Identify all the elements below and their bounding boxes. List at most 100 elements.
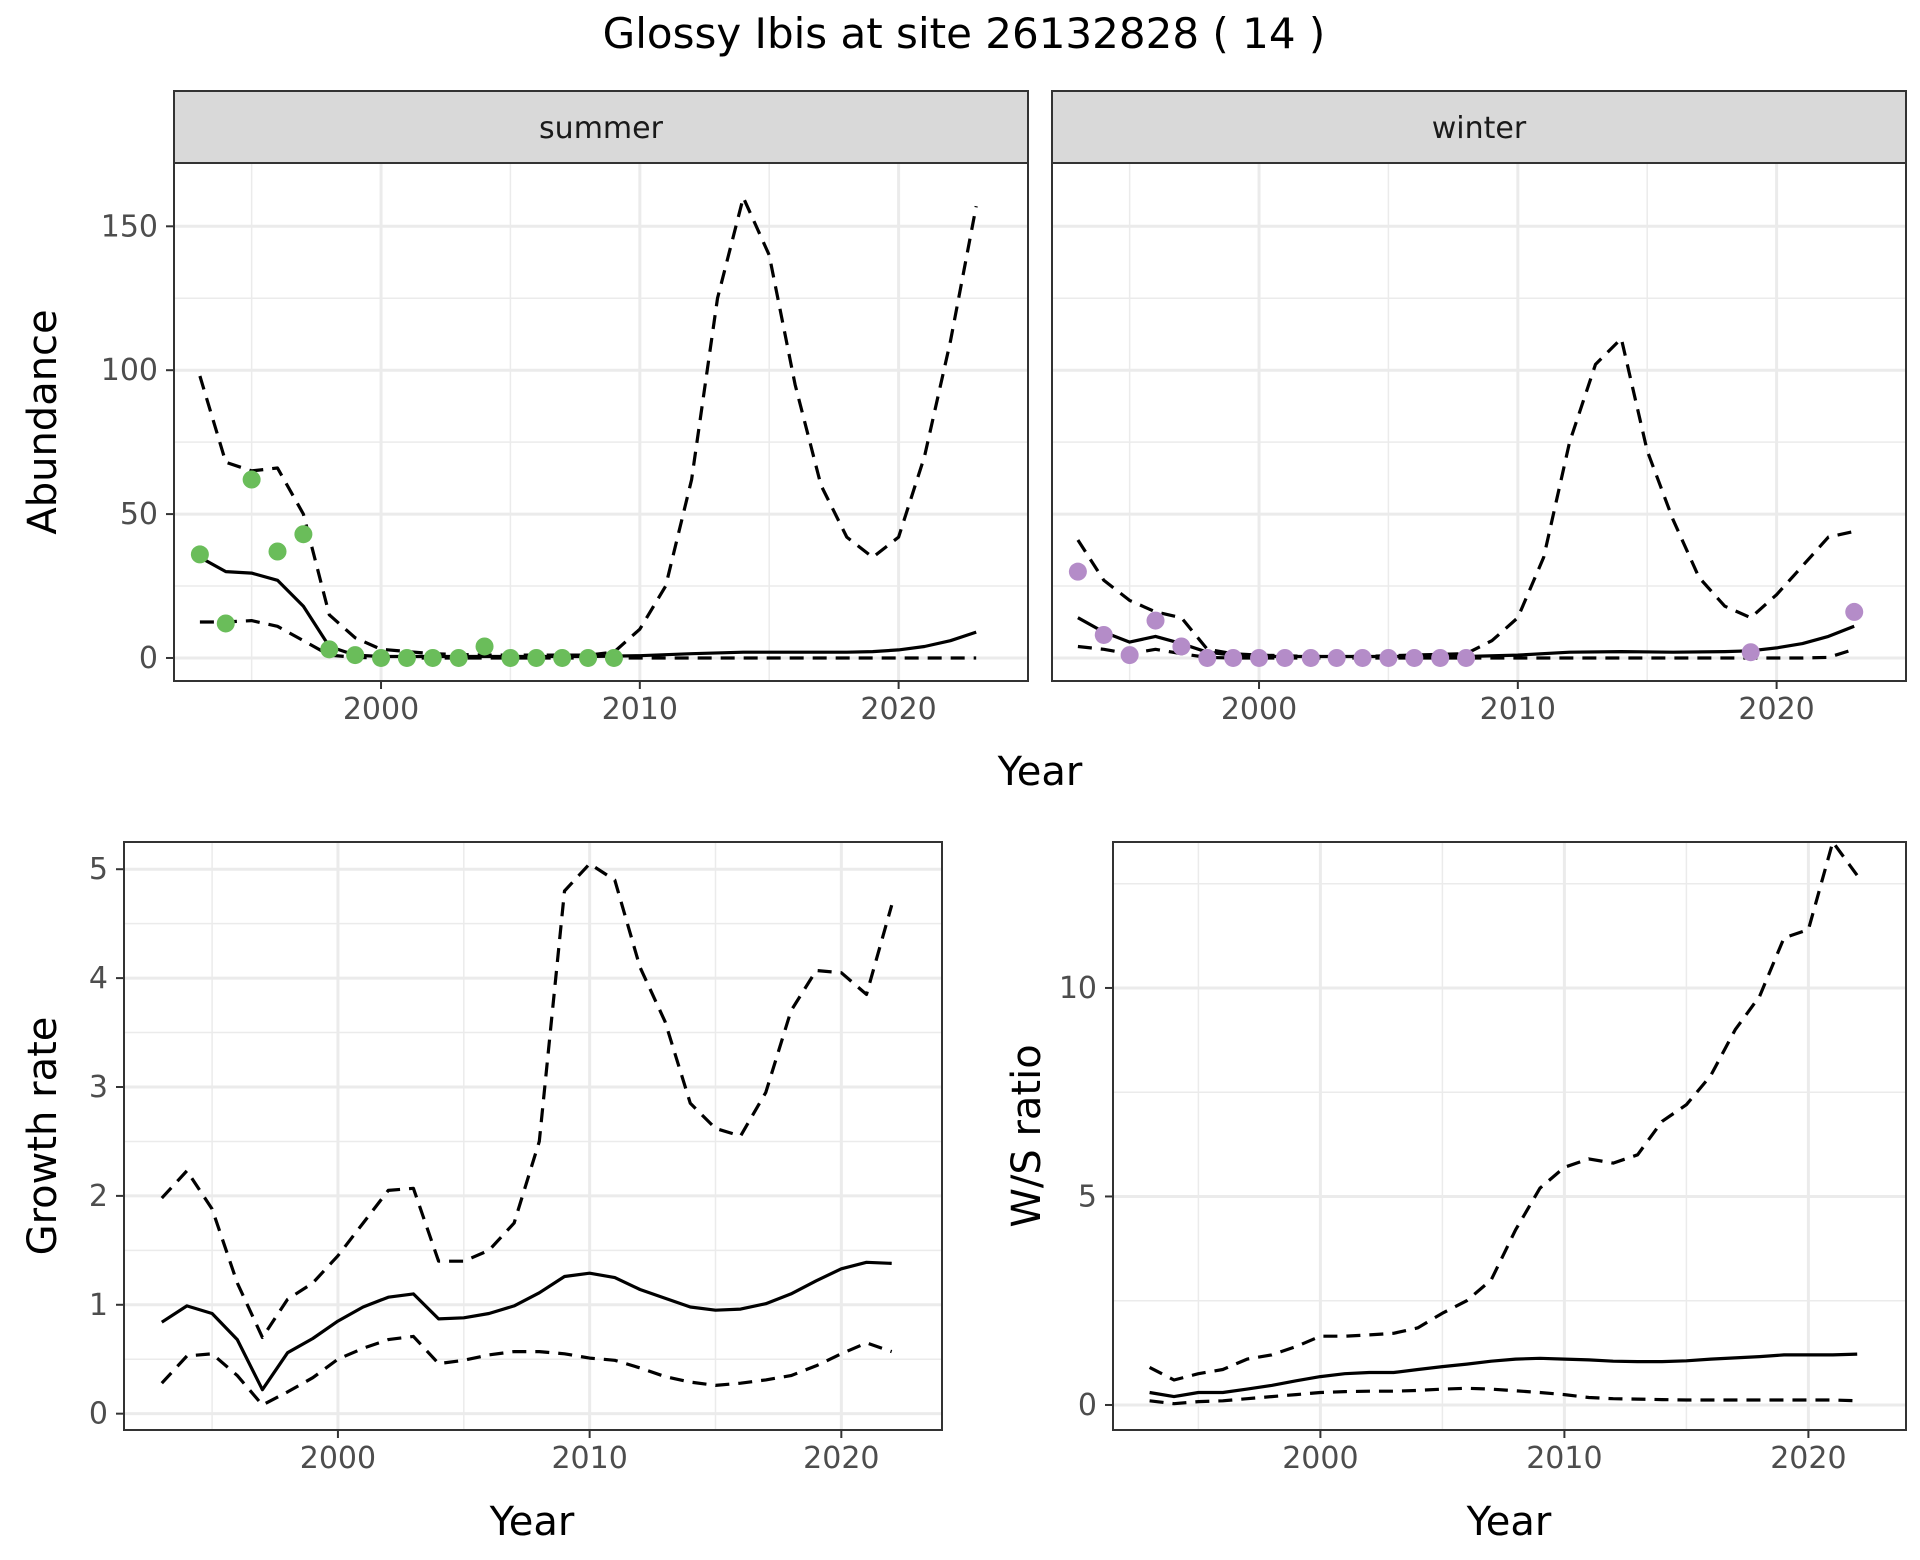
growth-rate-upper-bound-line [160, 862, 894, 1339]
summer-observation-point [242, 470, 261, 489]
ws-ratio-axes: 2000 2010 2020 0 5 10 [1059, 971, 1847, 1476]
winter-panel: winter 2000 2010 2020 [1051, 90, 1907, 727]
summer-x-tick-label: 2000 [343, 692, 419, 727]
ws-ratio-y-tick-label: 0 [1078, 1388, 1097, 1423]
summer-points [190, 470, 623, 667]
ws-ratio-y-tick-label: 10 [1059, 971, 1097, 1006]
winter-x-tick-label: 2020 [1738, 692, 1814, 727]
winter-strip [1051, 90, 1907, 164]
winter-observation-point [1405, 648, 1424, 667]
growth-rate-y-tick-label: 0 [89, 1397, 108, 1432]
summer-observation-point [423, 648, 442, 667]
winter-observation-point [1068, 562, 1087, 581]
summer-observation-point [216, 614, 235, 633]
summer-upper-bound-line [198, 195, 978, 657]
summer-observation-point [553, 648, 572, 667]
growth-rate-estimate-line [160, 1260, 892, 1392]
winter-observation-point [1250, 648, 1269, 667]
ws-ratio-grid [1113, 842, 1906, 1430]
winter-plot-border [1051, 162, 1907, 682]
growth-rate-plot-border [123, 841, 943, 1431]
ws-ratio-plot-border [1112, 841, 1907, 1431]
winter-observation-point [1741, 643, 1760, 662]
summer-plot-border [173, 162, 1029, 682]
ws-ratio-lines [1148, 840, 1859, 1406]
summer-observation-point [190, 545, 209, 564]
ws-ratio-x-axis-label: Year [1466, 1499, 1552, 1545]
growth-rate-y-tick-label: 1 [89, 1288, 108, 1323]
summer-observation-point [346, 646, 365, 665]
summer-observation-point [604, 648, 623, 667]
summer-observation-point [501, 648, 520, 667]
growth-rate-panel: 2000 2010 2020 0 1 2 3 4 5 Year Growth rate [20, 841, 943, 1545]
growth-rate-grid [124, 842, 942, 1430]
summer-observation-point [320, 640, 339, 659]
summer-observation-point [449, 648, 468, 667]
winter-observation-point [1224, 648, 1243, 667]
winter-observation-point [1845, 602, 1864, 621]
winter-observation-point [1379, 648, 1398, 667]
growth-rate-y-tick-label: 5 [89, 852, 108, 887]
winter-strip-label: winter [1432, 111, 1527, 146]
growth-rate-axes: 2000 2010 2020 0 1 2 3 4 5 [89, 852, 880, 1476]
summer-observation-point [475, 637, 494, 656]
summer-observation-point [527, 648, 546, 667]
summer-observation-point [268, 542, 287, 561]
winter-axes: 2000 2010 2020 [1221, 681, 1815, 727]
ws-ratio-x-tick-label: 2020 [1770, 1441, 1846, 1476]
summer-y-tick-label: 0 [139, 641, 158, 676]
ws-ratio-y-tick-label: 5 [1078, 1179, 1097, 1214]
summer-observation-point [579, 648, 598, 667]
growth-rate-y-tick-label: 4 [89, 961, 108, 996]
winter-observation-point [1301, 648, 1320, 667]
summer-y-tick-label: 100 [101, 353, 158, 388]
growth-rate-x-tick-label: 2000 [300, 1441, 376, 1476]
summer-strip-label: summer [539, 111, 664, 146]
winter-lower-bound-line [1077, 644, 1855, 660]
summer-y-tick-label: 150 [101, 209, 158, 244]
growth-rate-lines [160, 862, 894, 1407]
winter-observation-point [1146, 611, 1165, 630]
summer-axes: 2000 2010 2020 0 50 100 150 [101, 209, 937, 727]
winter-observation-point [1094, 625, 1113, 644]
winter-observation-point [1275, 648, 1294, 667]
growth-rate-y-tick-label: 2 [89, 1179, 108, 1214]
top-x-axis-label: Year [997, 749, 1083, 795]
growth-rate-x-tick-label: 2020 [803, 1441, 879, 1476]
winter-x-tick-label: 2010 [1480, 692, 1556, 727]
winter-x-tick-label: 2000 [1221, 692, 1297, 727]
summer-y-tick-label: 50 [120, 497, 158, 532]
growth-rate-y-axis-label: Growth rate [20, 1017, 66, 1256]
winter-observation-point [1431, 648, 1450, 667]
summer-y-axis-label: Abundance [20, 309, 66, 534]
summer-x-tick-label: 2010 [602, 692, 678, 727]
ws-ratio-x-tick-label: 2000 [1282, 1441, 1358, 1476]
winter-observation-point [1198, 648, 1217, 667]
winter-observation-point [1327, 648, 1346, 667]
winter-observation-point [1353, 648, 1372, 667]
winter-observation-point [1172, 637, 1191, 656]
summer-observation-point [397, 648, 416, 667]
winter-points [1068, 562, 1864, 667]
summer-x-tick-label: 2020 [860, 692, 936, 727]
winter-upper-bound-line [1076, 336, 1855, 659]
summer-panel: summer 2000 2010 2020 0 50 100 150 Abundance [20, 90, 1029, 727]
summer-strip [173, 90, 1029, 164]
ws-ratio-y-axis-label: W/S ratio [1004, 1044, 1050, 1227]
winter-observation-point [1120, 646, 1139, 665]
figure-title: Glossy Ibis at site 26132828 ( 14 ) [603, 9, 1326, 58]
ws-ratio-x-tick-label: 2010 [1526, 1441, 1602, 1476]
summer-observation-point [372, 648, 391, 667]
ws-ratio-upper-bound-line [1148, 840, 1859, 1382]
ws-ratio-lower-bound-line [1149, 1386, 1858, 1406]
growth-rate-x-axis-label: Year [489, 1499, 575, 1545]
growth-rate-lower-bound-line [160, 1334, 893, 1407]
growth-rate-x-tick-label: 2010 [551, 1441, 627, 1476]
summer-observation-point [294, 525, 313, 544]
ws-ratio-estimate-line [1149, 1352, 1858, 1399]
growth-rate-y-tick-label: 3 [89, 1070, 108, 1105]
ws-ratio-panel: 2000 2010 2020 0 5 10 Year W/S ratio [1004, 840, 1907, 1545]
winter-observation-point [1457, 648, 1476, 667]
